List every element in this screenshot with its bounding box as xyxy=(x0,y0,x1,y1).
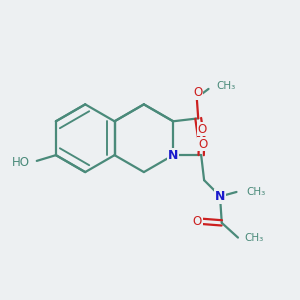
Text: O: O xyxy=(197,123,206,136)
Text: O: O xyxy=(198,138,207,151)
Text: O: O xyxy=(193,86,202,99)
Text: HO: HO xyxy=(11,156,29,169)
Text: CH₃: CH₃ xyxy=(216,81,235,91)
Text: N: N xyxy=(215,190,226,203)
Text: CH₃: CH₃ xyxy=(244,232,264,243)
Text: N: N xyxy=(168,149,178,162)
Text: O: O xyxy=(193,215,202,228)
Text: CH₃: CH₃ xyxy=(246,187,265,197)
